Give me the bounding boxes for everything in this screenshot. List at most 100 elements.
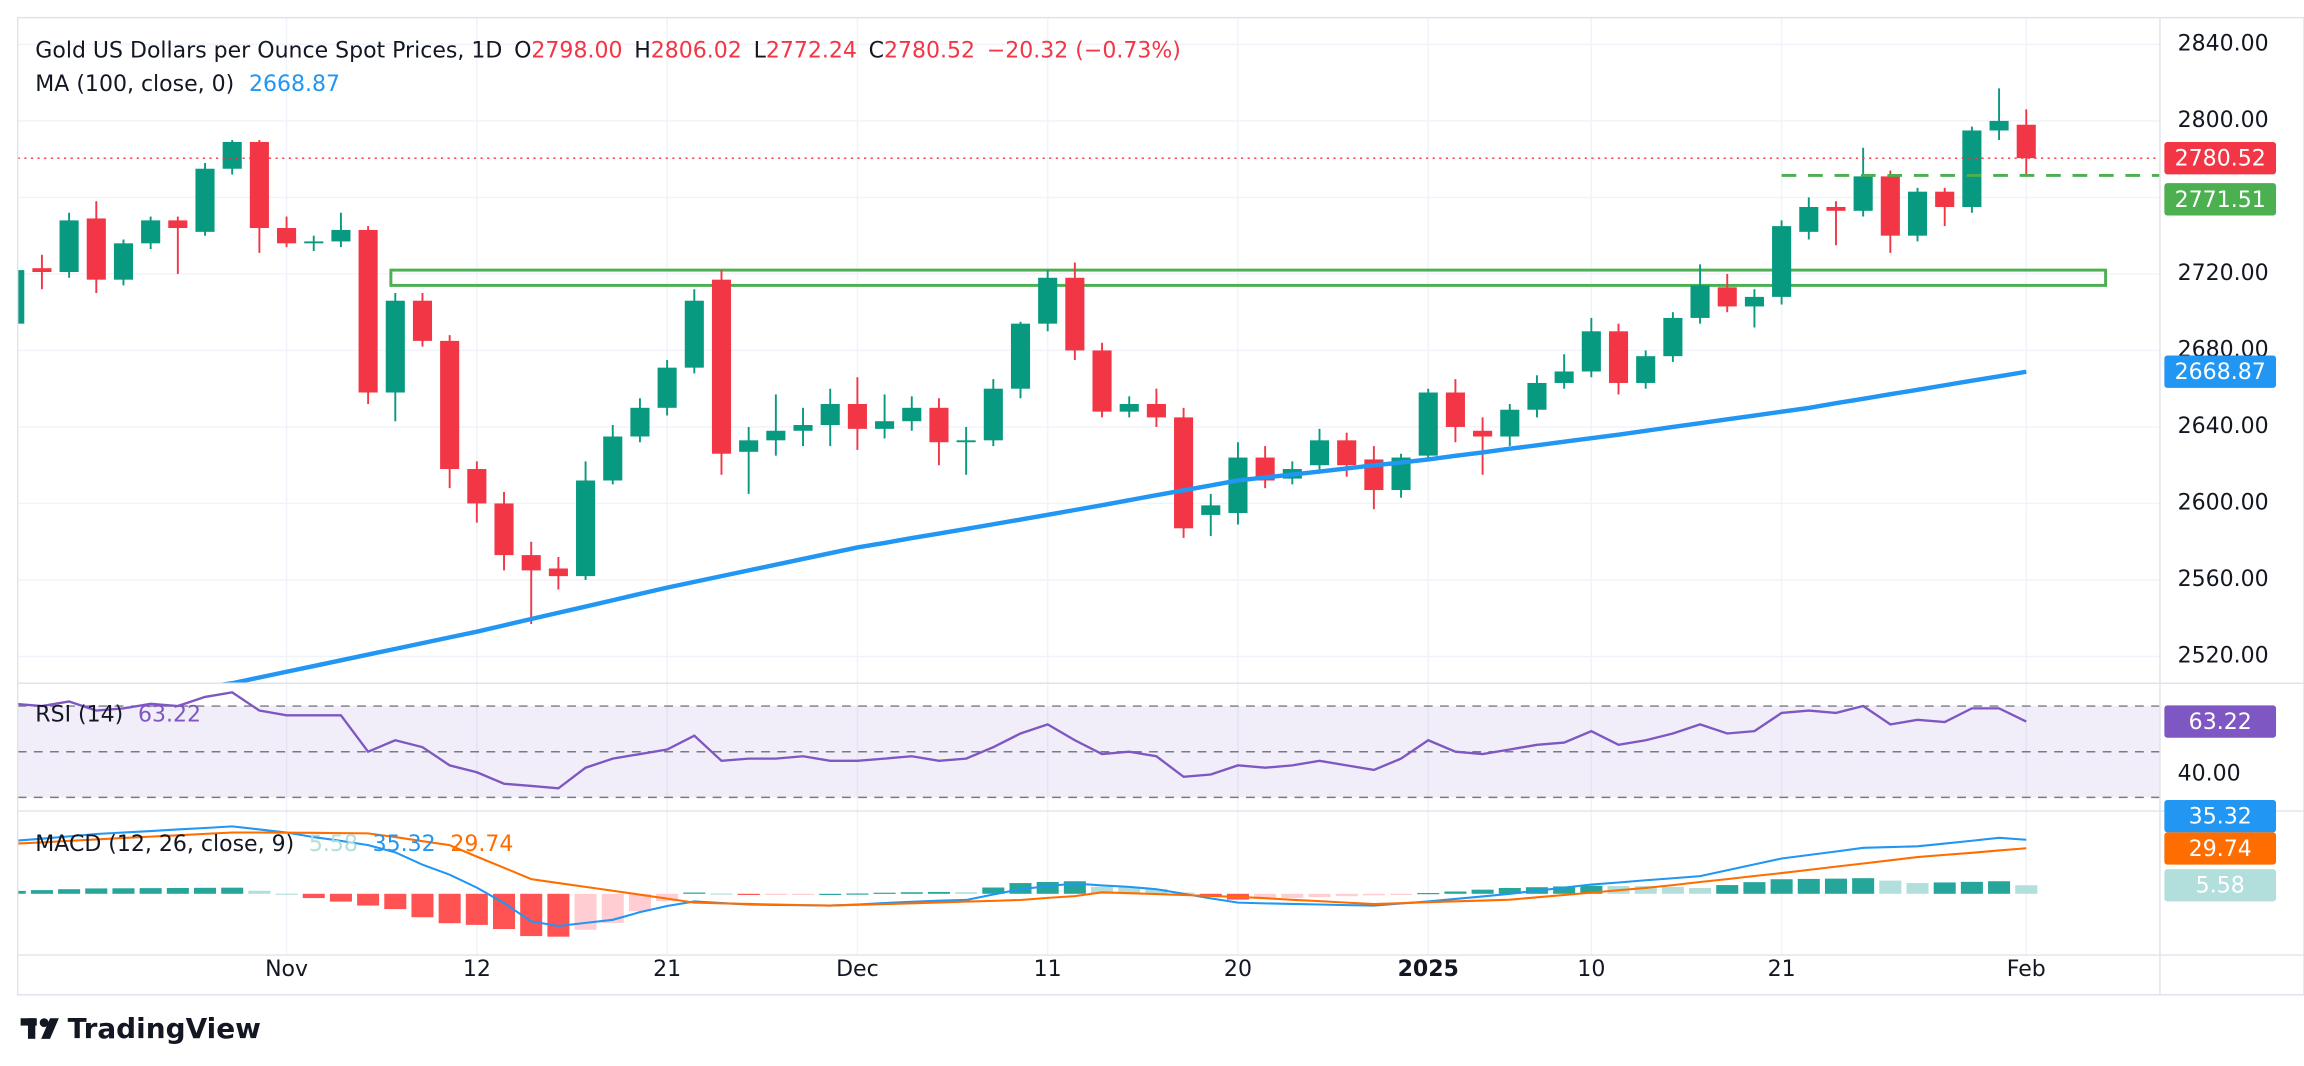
legend-main: Gold US Dollars per Ounce Spot Prices, 1… <box>35 38 1181 63</box>
macd-hist-bar <box>710 893 733 895</box>
macd-hist-bar <box>1824 878 1847 894</box>
candle-body <box>277 228 297 244</box>
ohlc-value: 2772.24 <box>766 38 857 63</box>
macd-hist-bar <box>411 893 434 918</box>
candle-body <box>86 218 106 280</box>
hist-value: 5.58 <box>309 832 358 857</box>
signal-tag: 29.74 <box>2189 837 2252 862</box>
candle-body <box>711 279 732 454</box>
brand: TradingView <box>68 1012 261 1045</box>
macd-hist-bar <box>1036 881 1059 894</box>
candle-body <box>222 141 242 169</box>
candle-body <box>59 220 79 273</box>
candle-body <box>1636 356 1656 383</box>
candle-body <box>195 168 215 232</box>
candle-body <box>684 300 704 368</box>
candle-body <box>304 241 324 244</box>
ohlc-key: O <box>514 38 531 63</box>
candle-body <box>1962 130 1982 207</box>
candle-body <box>2016 124 2036 159</box>
macd-hist-bar <box>1933 882 1956 894</box>
candle-body <box>1038 277 1058 324</box>
candle-body <box>1717 287 1737 307</box>
candle-body <box>1391 457 1411 491</box>
macd-hist-bar <box>1770 879 1793 894</box>
candle-body <box>875 421 895 429</box>
rsi-pane <box>17 691 2160 799</box>
main-pane <box>17 88 2160 684</box>
macd-hist-bar <box>628 893 651 912</box>
candle-body <box>1663 317 1683 357</box>
macd-hist-bar <box>193 887 217 894</box>
x-tick-label: 21 <box>1768 957 1796 982</box>
macd-hist-bar <box>1689 887 1712 894</box>
macd-hist-bar <box>1498 887 1521 894</box>
macd-hist-bar <box>2015 885 2038 894</box>
macd-hist-bar <box>248 890 271 894</box>
macd-hist-bar <box>1960 881 1983 894</box>
candle-body <box>1309 440 1330 466</box>
candle-body <box>576 480 596 577</box>
macd-pane <box>17 825 2038 937</box>
macd-hist-bar <box>1091 886 1114 894</box>
rsi-value: 63.22 <box>138 703 201 728</box>
rsi-tag: 63.22 <box>2189 710 2252 735</box>
brand-logo <box>20 1018 59 1039</box>
title: Gold US Dollars per Ounce Spot Prices, 1… <box>35 38 502 63</box>
macd-hist-bar <box>17 890 26 894</box>
ohlc-value: 2780.52 <box>884 38 975 63</box>
candle-body <box>1092 350 1112 412</box>
candle-body <box>657 367 677 408</box>
macd-hist-bar <box>547 893 570 937</box>
macd-hist-bar <box>1879 880 1902 894</box>
macd-hist-bar <box>1335 893 1358 897</box>
candle-body <box>113 243 134 280</box>
macd-hist-bar <box>873 892 896 894</box>
hist-tag-bg <box>2164 869 2277 902</box>
macd-hist-bar <box>1852 878 1875 894</box>
signal-tag-bg <box>2164 832 2277 865</box>
macd-line <box>17 825 2027 928</box>
macd-hist-bar <box>465 893 488 925</box>
candle-body <box>494 503 514 556</box>
ohlc-key: L <box>754 38 767 63</box>
candle-body <box>820 403 840 426</box>
macd-hist-bar <box>982 887 1005 894</box>
y-tick-label: 2840.00 <box>2178 31 2269 56</box>
y-tick-label: 2520.00 <box>2178 643 2269 668</box>
macd-hist-bar <box>221 887 244 894</box>
candle-body <box>1146 403 1166 418</box>
y-tick-label: 2560.00 <box>2178 567 2269 592</box>
macd-hist-bar <box>574 893 597 930</box>
candle-body <box>1772 226 1792 297</box>
macd-tag-bg <box>2164 800 2277 833</box>
macd-hist-bar <box>1580 885 1603 894</box>
rsi-name: RSI (14) <box>35 703 123 728</box>
x-tick-label: 21 <box>653 957 681 982</box>
macd-hist-bar <box>1906 883 1929 894</box>
macd-hist-bar <box>1145 888 1168 894</box>
candle-body <box>358 229 378 393</box>
macd-hist-bar <box>900 892 923 894</box>
candle-body <box>17 270 25 324</box>
macd-hist-bar <box>58 889 81 894</box>
candle-body <box>956 440 976 443</box>
candle-body <box>929 407 949 443</box>
x-tick-label: 20 <box>1224 957 1252 982</box>
macd-hist-bar <box>1254 893 1277 899</box>
rsi-tag-bg <box>2164 705 2277 738</box>
candle-body <box>1880 176 1900 236</box>
candle-body <box>1445 392 1465 427</box>
macd-hist-bar <box>139 888 162 894</box>
x-tick-label: Nov <box>265 957 308 982</box>
candle-body <box>1174 417 1194 529</box>
candle-body <box>1581 331 1601 372</box>
candle-body <box>1799 206 1819 232</box>
legend-ma: MA (100, close, 0) 2668.87 <box>35 72 340 97</box>
y-tick-label: 40.00 <box>2178 762 2241 787</box>
candle-body <box>739 440 759 452</box>
macd-hist-bar <box>329 893 352 902</box>
signal-line <box>17 831 2027 907</box>
macd-hist-bar <box>520 893 543 937</box>
